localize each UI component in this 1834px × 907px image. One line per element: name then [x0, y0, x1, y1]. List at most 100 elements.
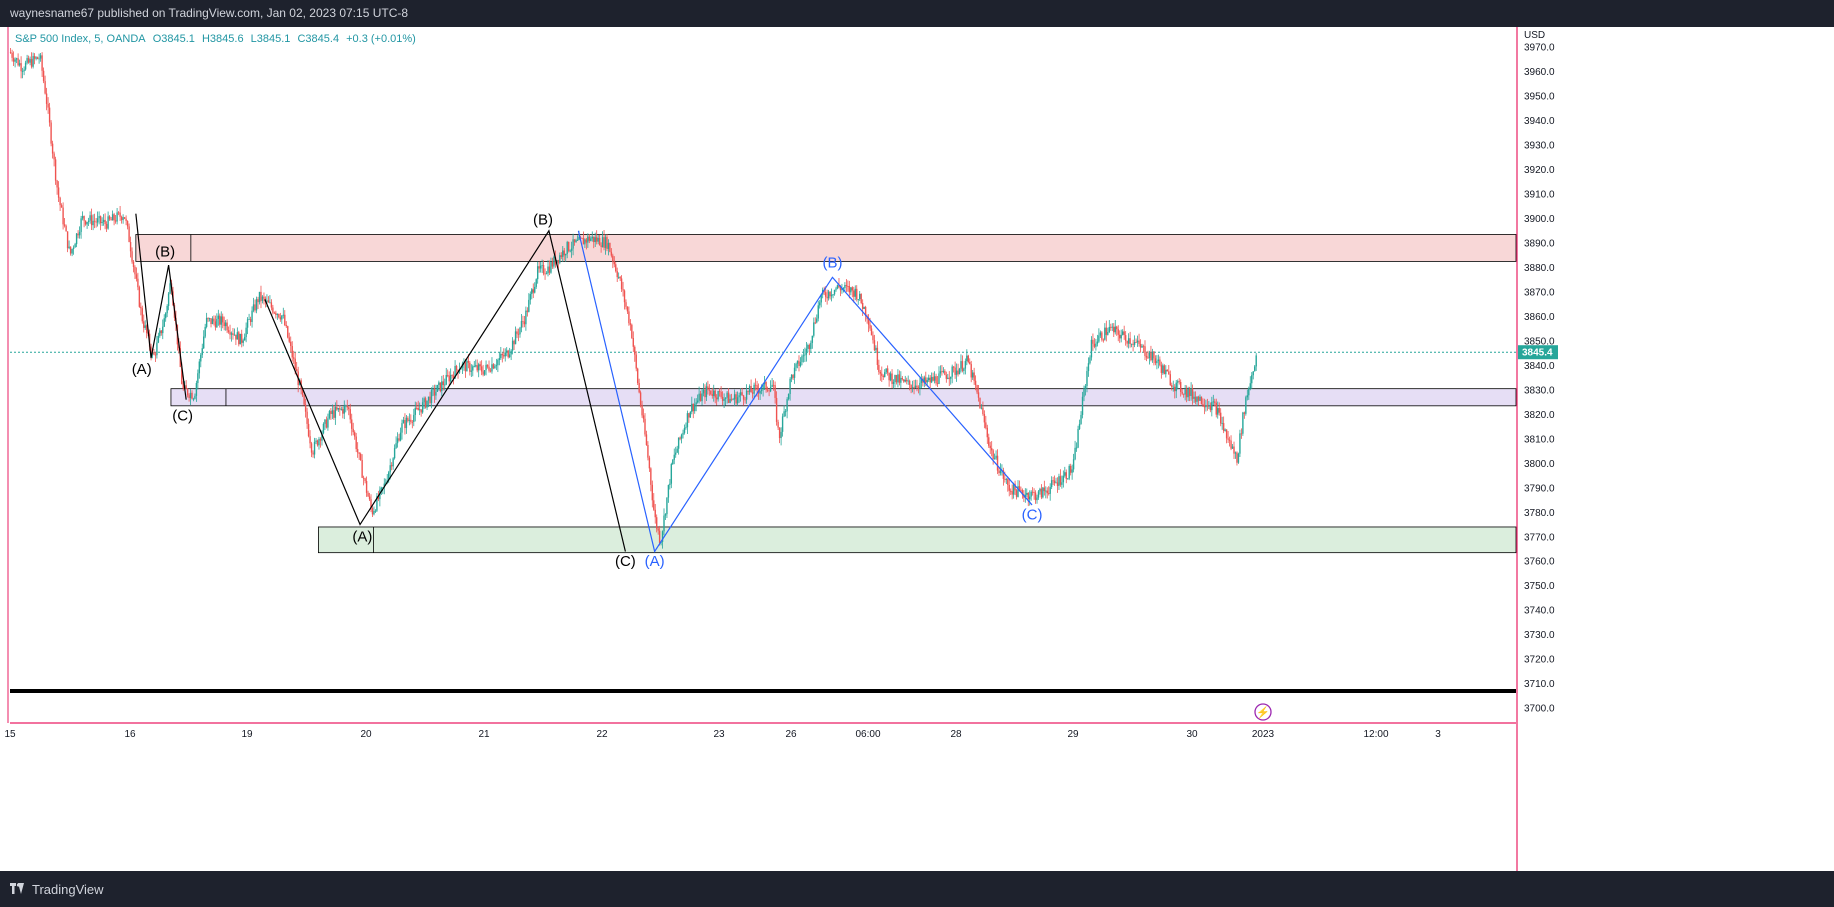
candle-body [820, 294, 822, 303]
candle-body [933, 376, 936, 381]
candle-body [784, 411, 787, 413]
candle-body [920, 378, 923, 383]
candlestick-chart[interactable]: (B) (A) (C) (B) (A) (C) (A) (B) (C) USD 3700.0 3710… [0, 27, 1834, 871]
candle-body [380, 487, 383, 490]
candle-body [732, 399, 734, 401]
candle-body [233, 334, 236, 336]
candle-body [811, 335, 814, 343]
y-tick-label: 3780.0 [1524, 508, 1555, 519]
candle-body [778, 427, 781, 439]
candle-body [318, 438, 320, 446]
candle-body [661, 531, 664, 542]
candle-body [847, 286, 849, 287]
candle-body [211, 318, 214, 325]
candle-body [399, 432, 402, 441]
candle-body [963, 368, 965, 371]
candle-body [123, 217, 126, 219]
candle-body [916, 385, 918, 388]
candle-body [1055, 482, 1057, 484]
wave-line-3 [577, 230, 1033, 553]
candle-body [319, 438, 322, 441]
candle-body [1206, 405, 1209, 407]
published-info: waynesname67 published on TradingView.co… [10, 6, 409, 20]
symbol-legend[interactable]: S&P 500 Index, 5, OANDA O3845.1 H3845.6 … [15, 33, 420, 45]
candle-body [166, 305, 168, 314]
chart-area[interactable]: (B) (A) (C) (B) (A) (C) (A) (B) (C) USD 3700.0 3710… [0, 27, 1834, 871]
candle-body [792, 374, 794, 378]
candle-body [507, 350, 509, 358]
candle-body [658, 530, 661, 544]
candle-body [479, 364, 481, 367]
candle-body [1248, 388, 1250, 396]
candle-body [1187, 388, 1189, 398]
candle-body [114, 220, 117, 222]
candle-body [1049, 487, 1051, 494]
candle-body [1101, 332, 1103, 340]
candle-body [844, 284, 846, 289]
candle-body [355, 436, 357, 450]
candle-body [590, 238, 592, 241]
candle-body [653, 500, 655, 510]
candle-body [27, 58, 30, 63]
candle-body [532, 289, 534, 293]
candle-body [1074, 447, 1076, 460]
candle-body [213, 318, 215, 322]
candle-body [128, 226, 130, 243]
candle-body [203, 336, 205, 349]
wave-label: (C) [172, 408, 193, 425]
candle-body [257, 299, 259, 303]
candle-body [567, 241, 570, 251]
candle-body [32, 56, 34, 67]
candle-body [248, 319, 250, 320]
x-tick-label: 21 [478, 729, 490, 740]
candle-body [226, 322, 228, 331]
candle-body [529, 294, 532, 300]
candle-body [1078, 423, 1081, 430]
candle-body [258, 291, 261, 303]
candle-body [879, 371, 882, 374]
candle-body [389, 465, 391, 473]
candle-body [83, 216, 85, 221]
candle-body [867, 319, 870, 325]
candle-body [856, 288, 858, 300]
candle-body [242, 340, 244, 343]
candle-body [511, 340, 514, 351]
candle-body [632, 338, 634, 347]
candle-body [892, 382, 895, 384]
y-tick-label: 3880.0 [1524, 263, 1555, 274]
candle-body [1129, 338, 1131, 345]
candle-body [420, 409, 422, 413]
candle-body [1139, 344, 1142, 348]
candle-body [756, 385, 758, 390]
x-tick-label: 15 [4, 729, 16, 740]
candle-body [726, 392, 728, 398]
candle-body [498, 358, 501, 361]
tradingview-logo[interactable]: TradingView [10, 882, 104, 897]
candle-body [1127, 338, 1130, 344]
candle-body [1224, 429, 1226, 431]
candle-body [1062, 475, 1065, 483]
candle-body [641, 404, 643, 416]
candle-body [885, 368, 887, 373]
candle-body [585, 239, 588, 243]
candle-body [1068, 465, 1070, 479]
candle-body [859, 293, 861, 300]
candle-body [1056, 482, 1059, 486]
candle-body [1092, 339, 1094, 344]
candle-body [232, 333, 234, 336]
candle-body [853, 290, 855, 297]
candle-body [349, 409, 351, 420]
candle-body [988, 437, 990, 446]
candle-body [801, 356, 803, 363]
candle-body [442, 381, 444, 386]
symbol-name: S&P 500 Index, 5, OANDA [15, 33, 146, 45]
y-tick-label: 3830.0 [1524, 385, 1555, 396]
x-tick-label: 12:00 [1363, 729, 1388, 740]
candle-body [513, 340, 515, 345]
x-tick-label: 23 [713, 729, 725, 740]
candle-body [345, 405, 347, 407]
candle-body [928, 377, 930, 381]
candle-body [1015, 490, 1018, 497]
candle-body [167, 293, 170, 306]
candle-body [68, 246, 70, 249]
